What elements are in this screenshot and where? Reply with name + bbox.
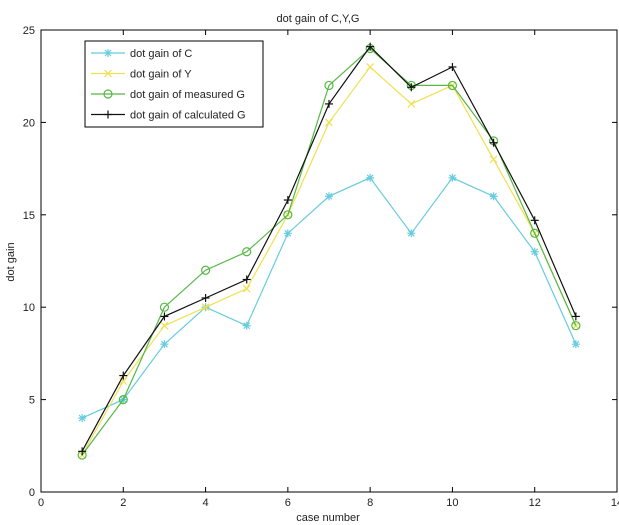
x-tick-label: 0 — [38, 497, 44, 509]
data-point — [160, 321, 169, 330]
legend-label: dot gain of Y — [130, 69, 192, 81]
data-point — [571, 340, 580, 349]
data-point — [160, 312, 169, 321]
data-point — [530, 216, 539, 225]
data-point — [78, 414, 87, 423]
data-point — [78, 447, 87, 456]
data-point — [160, 340, 169, 349]
y-tick-label: 20 — [23, 117, 35, 129]
legend-marker — [104, 69, 112, 78]
data-point — [242, 275, 251, 284]
data-point — [530, 247, 539, 256]
legend-item: dot gain of Y — [91, 69, 192, 81]
legend-item: dot gain of calculated G — [91, 110, 246, 122]
x-tick-label: 2 — [120, 497, 126, 509]
data-point — [447, 80, 458, 91]
data-point — [407, 99, 416, 108]
series-1 — [78, 173, 580, 423]
data-point — [242, 284, 251, 293]
data-point — [201, 303, 210, 312]
series-group — [77, 42, 581, 460]
data-point — [200, 265, 211, 275]
legend-marker — [104, 110, 112, 119]
data-point — [283, 210, 293, 220]
x-axis-label: case number — [296, 512, 360, 524]
data-point — [489, 192, 498, 201]
data-point — [324, 80, 334, 91]
x-tick-label: 8 — [367, 497, 373, 509]
series-4 — [78, 42, 580, 456]
y-tick-label: 5 — [29, 395, 35, 407]
data-point — [201, 293, 210, 302]
data-point — [448, 62, 457, 71]
legend: dot gain of C dot gain of Y dot gain of me… — [84, 40, 264, 128]
data-point — [366, 173, 375, 182]
data-point — [325, 192, 333, 201]
data-point — [571, 321, 581, 331]
data-point — [571, 312, 580, 321]
data-point — [159, 302, 170, 312]
data-point — [283, 196, 292, 205]
legend-label: dot gain of calculated G — [130, 110, 246, 122]
data-point — [325, 118, 333, 127]
data-point — [242, 247, 252, 257]
y-tick-label: 25 — [23, 25, 35, 37]
plot-frame — [40, 29, 618, 493]
data-point — [366, 42, 375, 51]
legend-box — [84, 40, 264, 128]
data-point — [530, 228, 540, 238]
y-tick-label: 0 — [29, 487, 35, 499]
data-point — [325, 99, 333, 108]
x-tick-label: 14 — [611, 497, 619, 509]
data-point — [407, 83, 416, 92]
x-tick-label: 6 — [285, 497, 291, 509]
y-tick-label: 15 — [23, 210, 35, 222]
x-tick-label: 12 — [529, 497, 541, 509]
legend-item: dot gain of C — [91, 48, 192, 60]
data-point — [118, 395, 128, 405]
data-point — [448, 173, 457, 182]
data-point — [283, 229, 292, 238]
series-line — [81, 177, 577, 419]
data-point — [489, 155, 498, 164]
legend-label: dot gain of measured G — [130, 89, 245, 101]
data-point — [242, 321, 251, 330]
y-tick-label: 10 — [23, 302, 35, 314]
legend-item: dot gain of measured G — [91, 89, 245, 101]
legend-marker — [103, 89, 113, 99]
x-tick-label: 10 — [446, 497, 458, 509]
axes: 0 2 4 6 8 10 12 14 0 5 10 15 20 25 — [23, 25, 619, 509]
data-point — [366, 63, 375, 71]
data-point — [407, 229, 416, 238]
y-axis-label: dot gain — [5, 242, 17, 281]
data-point — [489, 138, 498, 147]
legend-marker — [104, 49, 112, 57]
x-tick-label: 4 — [203, 497, 209, 509]
data-point — [119, 371, 128, 380]
chart-title: dot gain of C,Y,G — [277, 13, 360, 25]
legend-label: dot gain of C — [130, 48, 192, 60]
